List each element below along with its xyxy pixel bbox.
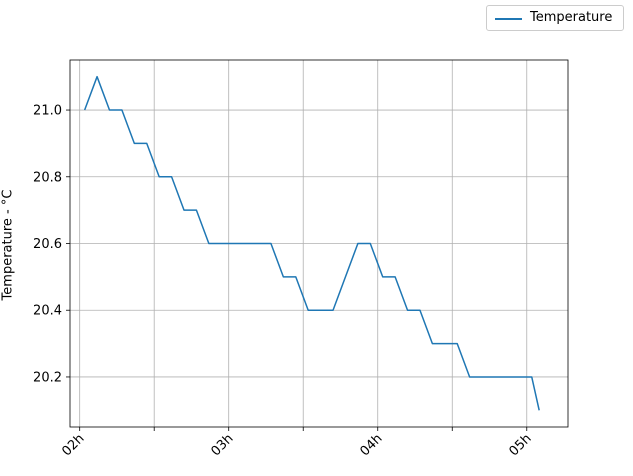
y-tick-label: 20.6 <box>33 237 62 252</box>
legend-label: Temperature <box>530 10 613 25</box>
x-tick-label: 05h <box>506 431 534 459</box>
series-line-temperature <box>83 75 540 411</box>
y-axis-label: Temperature - °C <box>0 189 16 301</box>
legend-line-swatch <box>495 18 522 20</box>
y-tick-label: 20.8 <box>33 170 62 185</box>
legend: Temperature <box>486 5 624 31</box>
x-tick-label: 04h <box>357 431 385 459</box>
x-tick-label: 02h <box>59 431 87 459</box>
x-tick-label: 03h <box>208 431 236 459</box>
y-tick-label: 20.4 <box>33 304 62 319</box>
y-tick-label: 21.0 <box>33 104 62 119</box>
y-tick-label: 20.2 <box>33 370 62 385</box>
